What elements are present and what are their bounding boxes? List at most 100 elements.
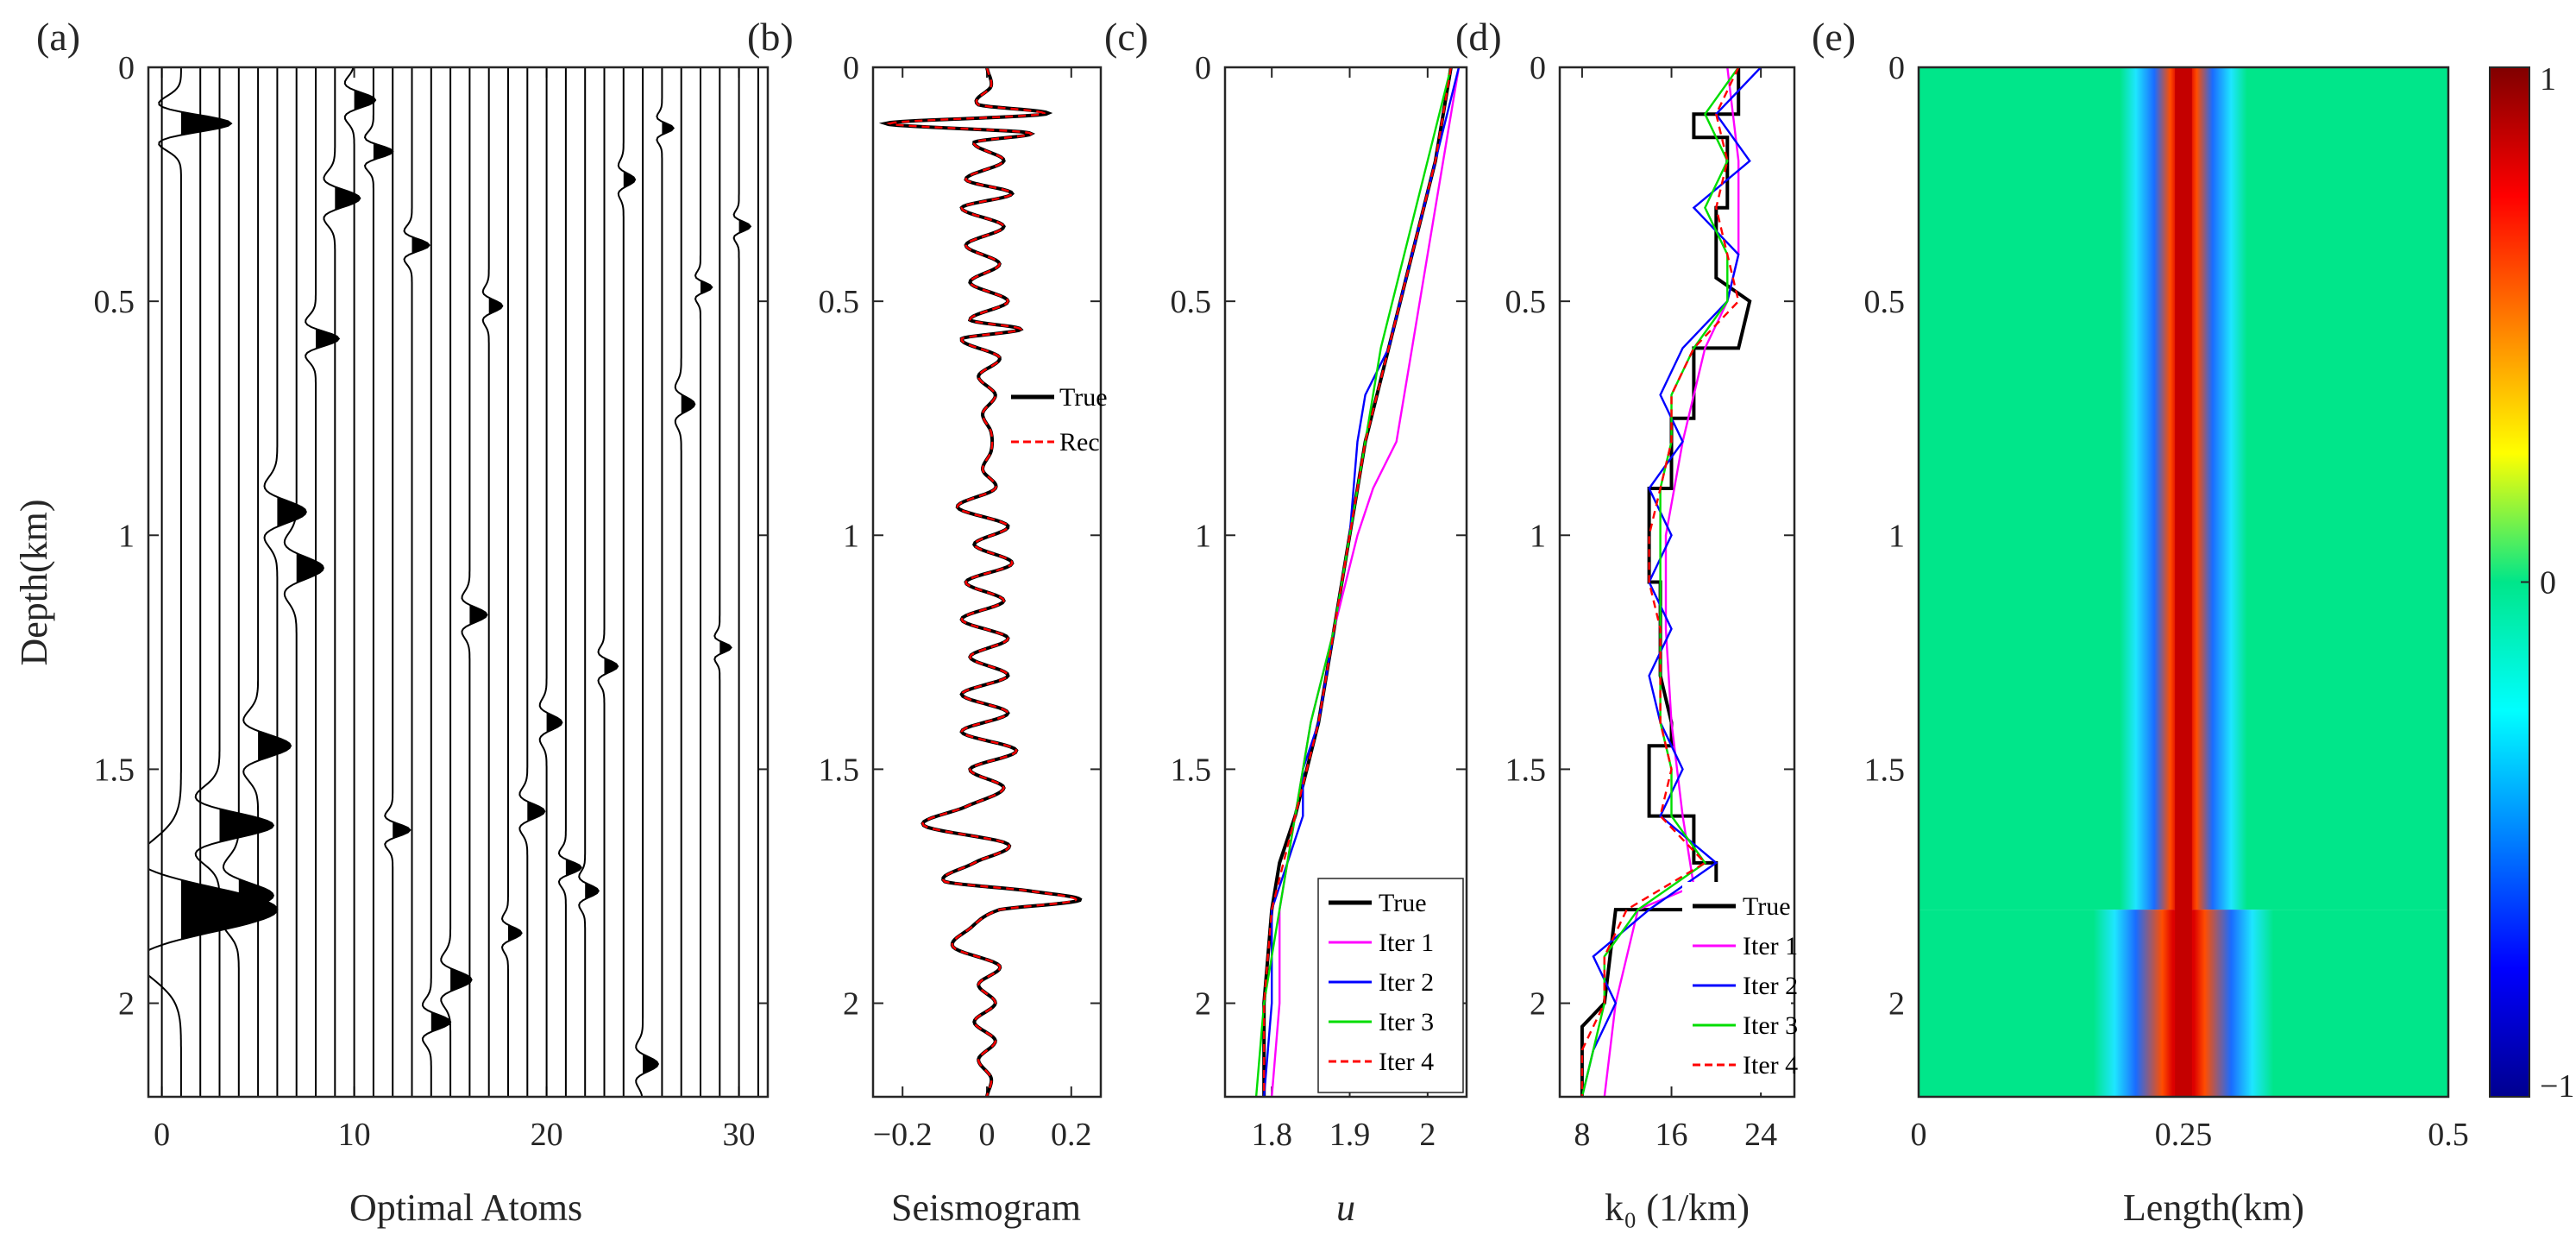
- atom-fill-trace-12: [393, 822, 411, 839]
- series-line-iter-4: [1580, 67, 1740, 1097]
- atom-trace-15: [440, 67, 473, 1097]
- series-line-rec: [886, 67, 1078, 1097]
- y-tick-label: 0.5: [1505, 284, 1547, 320]
- atom-trace-22: [578, 67, 600, 1097]
- colorbar-tick-label: −1: [2540, 1068, 2574, 1105]
- atom-fill-trace-1: [180, 879, 278, 940]
- atoms-content: [148, 67, 759, 1097]
- x-tick-label: 0.5: [2428, 1117, 2469, 1153]
- atom-trace-30: [732, 67, 752, 1097]
- panel-d-k0: 0 0.5 1 1.5 2 8 16 24 True Iter 1 Iter 2 Iter 3 Iter…: [1505, 50, 1799, 1153]
- atom-fill-trace-24: [623, 171, 636, 188]
- legend-label: Iter 2: [1379, 968, 1434, 997]
- y-tick-label: 0: [1888, 50, 1905, 86]
- atom-fill-trace-17: [488, 298, 503, 315]
- atom-trace-13: [403, 67, 430, 1097]
- y-tick-label: 1: [1530, 518, 1546, 554]
- atom-fill-trace-30: [738, 219, 751, 233]
- y-tick-label: 0: [843, 50, 859, 86]
- x-axis-label-b: Seismogram: [891, 1187, 1081, 1229]
- y-tick-label: 2: [843, 986, 859, 1023]
- x-tick-label: 24: [1744, 1117, 1777, 1153]
- atom-trace-11: [363, 67, 394, 1097]
- series-line-true: [1580, 67, 1752, 1097]
- y-tick-label: 0.5: [1171, 284, 1212, 320]
- y-tick-label: 1.5: [1171, 752, 1212, 788]
- atom-trace-17: [481, 67, 504, 1097]
- atom-fill-trace-22: [585, 882, 599, 899]
- atom-fill-trace-25: [643, 1054, 658, 1074]
- atom-trace-26: [656, 67, 675, 1097]
- colorbar-tick-label: 1: [2540, 61, 2556, 98]
- x-tick-label: −0.2: [873, 1117, 933, 1153]
- legend-label: True: [1743, 892, 1791, 921]
- atom-fill-trace-27: [681, 394, 695, 414]
- y-tick-label: 1.5: [1864, 752, 1906, 788]
- panel-frame: [1558, 66, 1796, 1099]
- atom-fill-trace-7: [296, 553, 324, 583]
- y-tick-label: 2: [1888, 986, 1905, 1023]
- panel-label-a: (a): [36, 15, 80, 59]
- series-content: [878, 67, 1083, 1097]
- atom-fill-trace-20: [546, 712, 562, 733]
- y-tick-label: 0.5: [94, 284, 135, 320]
- panel-label-d: (d): [1455, 15, 1502, 59]
- legend-label: Iter 1: [1743, 932, 1798, 960]
- panel-b-seismogram: 0 0.5 1 1.5 2 −0.2 0 0.2 True Rec: [819, 50, 1108, 1153]
- y-tick-label: 0.5: [1864, 284, 1906, 320]
- series-line-iter-4: [1263, 67, 1453, 1097]
- y-tick-label: 1: [843, 518, 859, 554]
- y-tick-label: 1.5: [1505, 752, 1547, 788]
- y-tick-label: 2: [1195, 986, 1211, 1023]
- atom-fill-trace-6: [277, 496, 306, 527]
- atom-trace-7: [283, 67, 324, 1097]
- legend-label: Iter 3: [1743, 1011, 1798, 1040]
- x-tick-label: 2: [1419, 1117, 1436, 1153]
- x-tick-label: 1.9: [1329, 1117, 1371, 1153]
- atom-fill-trace-14: [430, 1011, 451, 1032]
- legend-label: Iter 3: [1379, 1008, 1434, 1036]
- y-tick-label: 1.5: [819, 752, 860, 788]
- atom-trace-29: [713, 67, 732, 1097]
- atom-trace-4: [222, 67, 274, 1097]
- atom-fill-trace-10: [354, 90, 376, 110]
- legend-label: Iter 4: [1743, 1051, 1798, 1080]
- atom-fill-trace-11: [373, 143, 393, 161]
- series-content: [1580, 67, 1762, 1097]
- y-tick-label: 0: [1195, 50, 1211, 86]
- atom-fill-trace-9: [335, 186, 361, 211]
- legend-label: Iter 1: [1379, 929, 1434, 957]
- atom-trace-5: [242, 67, 292, 1097]
- series-line-true: [878, 67, 1083, 1097]
- x-tick-label: 0: [979, 1117, 996, 1153]
- atom-fill-trace-5: [258, 731, 291, 761]
- atom-fill-trace-26: [662, 121, 674, 135]
- series-line-iter-3: [1254, 67, 1453, 1097]
- panel-c-u: 0 0.5 1 1.5 2 1.8 1.9 2 True Iter 1 Iter 2 Iter 3 It…: [1171, 50, 1468, 1153]
- y-tick-label: 1: [118, 518, 135, 554]
- legend-label: True: [1379, 889, 1427, 917]
- atom-trace-16: [461, 67, 488, 1097]
- atom-trace-20: [538, 67, 563, 1097]
- atom-fill-trace-3: [219, 809, 273, 842]
- legend-label: True: [1059, 383, 1108, 412]
- atom-fill-trace-21: [565, 859, 581, 876]
- atom-trace-24: [617, 67, 637, 1097]
- x-tick-label: 16: [1656, 1117, 1688, 1153]
- atom-fill-trace-16: [469, 605, 487, 625]
- colorbar-tick-label: 0: [2540, 565, 2556, 601]
- y-tick-label: 1.5: [94, 752, 135, 788]
- y-tick-label: 0: [1530, 50, 1546, 86]
- atom-trace-14: [421, 67, 452, 1097]
- x-axis-label-c: u: [1336, 1187, 1355, 1229]
- colorbar: 1 0 −1: [2489, 61, 2574, 1105]
- atom-trace-23: [597, 67, 619, 1097]
- panel-label-c: (c): [1104, 15, 1148, 59]
- legend-label: Rec: [1059, 428, 1100, 456]
- panel-frame: [871, 66, 1103, 1099]
- x-axis-label-e: Length(km): [2123, 1187, 2304, 1229]
- x-tick-label: 30: [723, 1117, 756, 1153]
- legend-box: [1317, 878, 1464, 1093]
- panel-e-heatmap: 0 0.5 1 1.5 2 0 0.25 0.5: [1864, 50, 2469, 1153]
